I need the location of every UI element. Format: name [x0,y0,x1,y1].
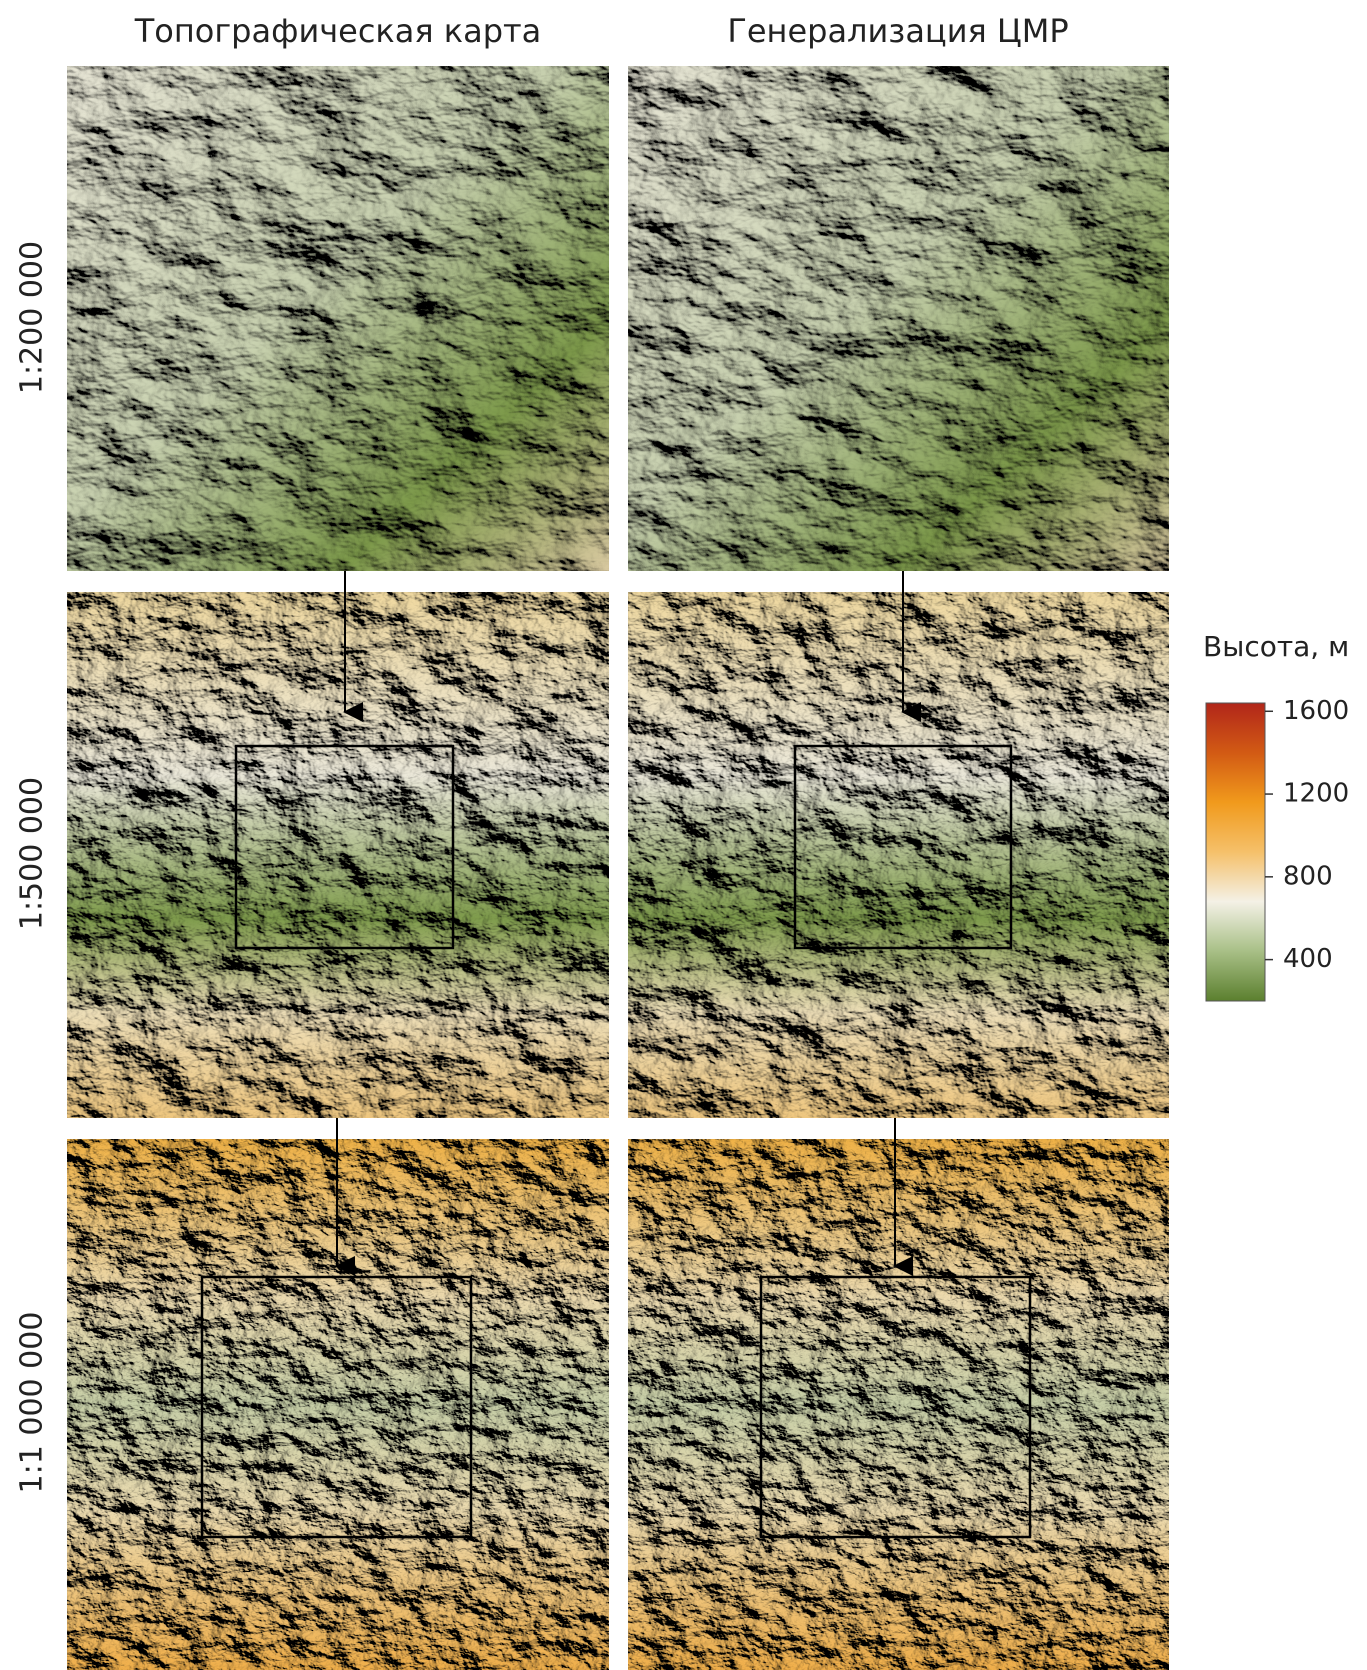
map-panels: 1600 1200 800 400 [0,0,1367,1670]
colorbar-tick-label: 400 [1283,944,1333,974]
colorbar-tick-label: 1200 [1283,779,1349,809]
row-2 [67,592,1169,1118]
legend: 1600 1200 800 400 [1206,696,1349,1001]
hillshade [628,1139,1169,1670]
row-3 [67,1139,1169,1670]
colorbar-tick-label: 1600 [1283,696,1349,726]
colorbar-tick-label: 800 [1283,861,1333,891]
hillshade [67,66,609,571]
hillshade [67,592,609,1118]
row-1 [67,66,1169,571]
colorbar [1206,703,1265,1001]
hillshade [628,66,1169,571]
hillshade [628,592,1169,1118]
figure: Топографическая карта Генерализация ЦМР … [0,0,1367,1670]
